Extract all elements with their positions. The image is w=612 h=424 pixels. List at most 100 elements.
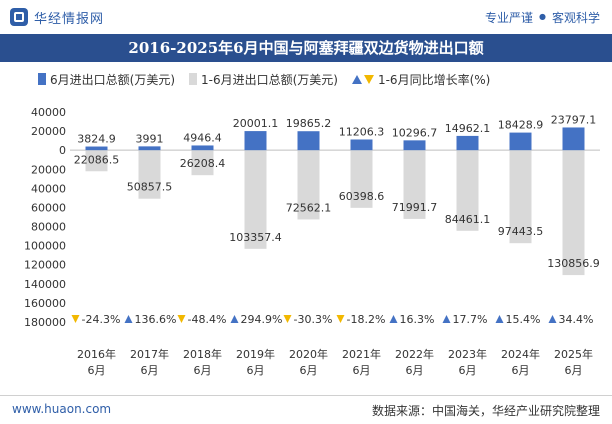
data-label-cumulative: 130856.9 bbox=[547, 257, 600, 270]
x-tick-label: 6月 bbox=[247, 364, 265, 377]
y-tick-label: 0 bbox=[59, 144, 66, 157]
x-tick-label: 6月 bbox=[565, 364, 583, 377]
chart-plot: 40000 20000 0 20000 40000 60000 80000 100000 120… bbox=[24, 106, 600, 377]
x-tick-label: 2016年 bbox=[77, 347, 116, 361]
y-tick-label: 20000 bbox=[31, 163, 66, 176]
bar-monthly bbox=[191, 145, 214, 151]
y-tick-label: 40000 bbox=[31, 106, 66, 119]
legend-item-monthly[interactable]: 6月进出口总额(万美元) bbox=[38, 71, 175, 88]
x-tick-label: 2022年 bbox=[395, 347, 434, 361]
growth-down-marker bbox=[71, 315, 80, 323]
data-label-growth: -48.4% bbox=[188, 313, 227, 326]
x-tick-label: 2018年 bbox=[183, 347, 222, 361]
growth-up-marker bbox=[495, 315, 504, 323]
data-label-cumulative: 97443.5 bbox=[498, 225, 544, 238]
x-tick-label: 2023年 bbox=[448, 347, 487, 361]
data-label-growth: 15.4% bbox=[506, 313, 541, 326]
tagline-separator: ● bbox=[539, 12, 546, 21]
data-label-growth: 34.4% bbox=[559, 313, 594, 326]
y-tick-label: 160000 bbox=[24, 297, 66, 310]
data-label-cumulative: 26208.4 bbox=[180, 157, 226, 170]
y-tick-label: 80000 bbox=[31, 221, 66, 234]
footer-url[interactable]: www.huaon.com bbox=[12, 402, 112, 416]
data-label-growth: 136.6% bbox=[135, 313, 177, 326]
data-label-monthly: 23797.1 bbox=[551, 113, 597, 126]
data-label-cumulative: 60398.6 bbox=[339, 190, 385, 203]
tagline: 专业严谨 ● 客观科学 bbox=[485, 9, 600, 26]
legend: 6月进出口总额(万美元) 1-6月进出口总额(万美元) 1-6月同比增长率(%) bbox=[38, 70, 504, 88]
x-tick-label: 6月 bbox=[141, 364, 159, 377]
bar-monthly bbox=[562, 127, 585, 151]
bar-cumulative bbox=[562, 150, 585, 276]
brand-logo-icon bbox=[10, 8, 28, 26]
data-label-monthly: 19865.2 bbox=[286, 117, 332, 130]
x-tick-label: 6月 bbox=[353, 364, 371, 377]
legend-down-triangle-icon bbox=[363, 74, 374, 84]
x-tick-label: 2017年 bbox=[130, 347, 169, 361]
y-tick-label: 100000 bbox=[24, 240, 66, 253]
data-label-cumulative: 72562.1 bbox=[286, 201, 332, 214]
x-tick-label: 2021年 bbox=[342, 347, 381, 361]
chart-title: 2016-2025年6月中国与阿塞拜疆双边货物进出口额 bbox=[128, 39, 484, 57]
growth-up-marker bbox=[389, 315, 398, 323]
growth-down-marker bbox=[283, 315, 292, 323]
bar-cumulative bbox=[85, 150, 108, 172]
bar-monthly bbox=[138, 146, 161, 151]
data-label-cumulative: 84461.1 bbox=[445, 213, 491, 226]
tagline-right: 客观科学 bbox=[551, 11, 600, 25]
legend-item-cumulative[interactable]: 1-6月进出口总额(万美元) bbox=[189, 71, 338, 88]
x-tick-label: 6月 bbox=[459, 364, 477, 377]
growth-up-marker bbox=[230, 315, 239, 323]
top-bar: 华经情报网 专业严谨 ● 客观科学 bbox=[0, 0, 612, 34]
legend-swatch-cumulative bbox=[189, 73, 197, 85]
y-tick-label: 20000 bbox=[31, 125, 66, 138]
bar-cumulative bbox=[456, 150, 479, 231]
data-label-cumulative: 22086.5 bbox=[74, 153, 120, 166]
data-label-monthly: 20001.1 bbox=[233, 117, 279, 130]
bar-cumulative bbox=[191, 150, 214, 176]
data-label-monthly: 18428.9 bbox=[498, 119, 544, 132]
brand[interactable]: 华经情报网 bbox=[10, 7, 104, 27]
bar-monthly bbox=[403, 140, 426, 151]
y-tick-label: 60000 bbox=[31, 201, 66, 214]
legend-label-monthly: 6月进出口总额(万美元) bbox=[50, 72, 175, 87]
data-label-monthly: 3824.9 bbox=[77, 133, 116, 146]
y-tick-label: 140000 bbox=[24, 278, 66, 291]
y-tick-label: 40000 bbox=[31, 182, 66, 195]
x-tick-label: 6月 bbox=[300, 364, 318, 377]
legend-item-growth[interactable]: 1-6月同比增长率(%) bbox=[351, 71, 490, 88]
x-tick-label: 2024年 bbox=[501, 347, 540, 361]
data-label-growth: 17.7% bbox=[453, 313, 488, 326]
bar-cumulative bbox=[509, 150, 532, 244]
bar-monthly bbox=[85, 146, 108, 151]
growth-up-marker bbox=[548, 315, 557, 323]
tagline-left: 专业严谨 bbox=[484, 11, 533, 25]
x-tick-label: 2019年 bbox=[236, 347, 275, 361]
bar-cumulative bbox=[244, 150, 267, 249]
data-label-cumulative: 71991.7 bbox=[392, 201, 438, 214]
brand-name: 华经情报网 bbox=[34, 11, 105, 27]
x-tick-label: 6月 bbox=[512, 364, 530, 377]
data-label-growth: -30.3% bbox=[294, 313, 333, 326]
x-tick-label: 2025年 bbox=[554, 347, 593, 361]
bar-monthly bbox=[456, 135, 479, 151]
data-label-growth: -24.3% bbox=[82, 313, 121, 326]
x-tick-label: 2020年 bbox=[289, 347, 328, 361]
footer-source: 数据来源：中国海关，华经产业研究院整理 bbox=[371, 404, 600, 418]
data-label-monthly: 14962.1 bbox=[445, 122, 491, 135]
growth-up-marker bbox=[442, 315, 451, 323]
data-label-monthly: 4946.4 bbox=[183, 131, 222, 144]
legend-swatch-monthly bbox=[38, 73, 46, 85]
data-label-monthly: 11206.3 bbox=[339, 125, 385, 138]
y-tick-label: 180000 bbox=[24, 316, 66, 329]
data-label-growth: 16.3% bbox=[400, 313, 435, 326]
title-bar: 2016-2025年6月中国与阿塞拜疆双边货物进出口额 bbox=[0, 34, 612, 62]
x-tick-label: 6月 bbox=[406, 364, 424, 377]
legend-label-cumulative: 1-6月进出口总额(万美元) bbox=[201, 72, 338, 87]
data-label-cumulative: 103357.4 bbox=[229, 231, 282, 244]
bar-monthly bbox=[509, 132, 532, 151]
data-label-monthly: 10296.7 bbox=[392, 126, 438, 139]
y-tick-label: 120000 bbox=[24, 259, 66, 272]
data-label-growth: -18.2% bbox=[347, 313, 386, 326]
growth-down-marker bbox=[177, 315, 186, 323]
